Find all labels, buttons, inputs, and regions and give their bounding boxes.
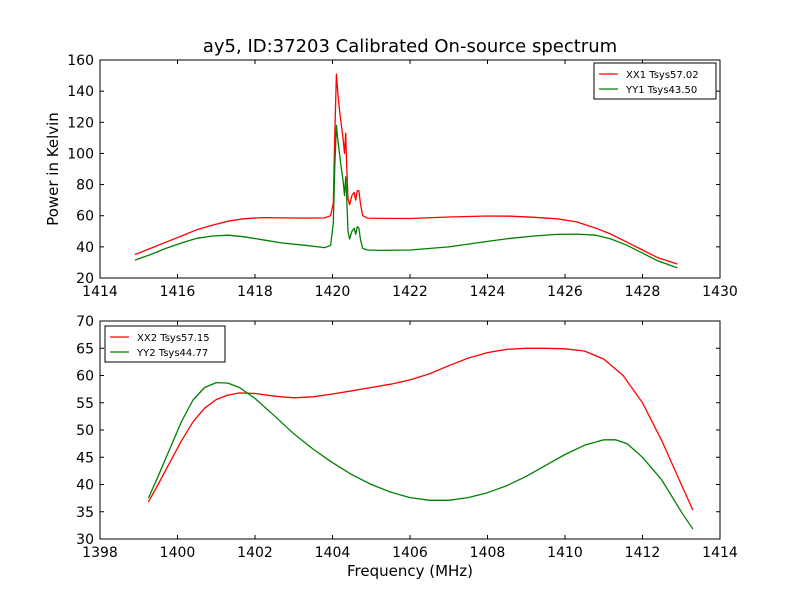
top-x-tick-label: 1426	[547, 284, 583, 300]
top-x-tick-label: 1414	[82, 284, 118, 300]
top-y-tick-label: 80	[76, 178, 94, 194]
bottom-y-tick-label: 60	[76, 369, 94, 385]
top-y-tick-label: 120	[67, 115, 94, 131]
bottom-x-tick-label: 1400	[160, 545, 196, 561]
top-legend: XX1 Tsys57.02 YY1 Tsys43.50	[593, 62, 717, 100]
bottom-plot-panel: 1398 1400 1402 1404 1406 1408 1410 1412 1414 30 35…	[76, 314, 738, 580]
top-y-axis-title: Power in Kelvin	[44, 112, 62, 226]
bottom-series-line-1	[147, 347, 694, 511]
top-y-tick-label: 160	[67, 53, 94, 69]
bottom-x-axis-title: Frequency (MHz)	[347, 562, 473, 580]
bottom-x-tick-label: 1414	[702, 545, 738, 561]
bottom-y-tick-label: 30	[76, 532, 94, 548]
bottom-x-tick-label: 1412	[625, 545, 661, 561]
bottom-y-tick-label: 35	[76, 505, 94, 521]
top-x-tick-label: 1422	[392, 284, 428, 300]
top-y-tick-label: 20	[76, 271, 94, 287]
bottom-legend-box	[104, 325, 226, 363]
top-y-tick-label: 40	[76, 240, 94, 256]
bottom-y-tick-label: 45	[76, 450, 94, 466]
top-x-tick-label: 1416	[160, 284, 196, 300]
top-y-tick-label: 140	[67, 84, 94, 100]
bottom-x-tick-label: 1398	[82, 545, 118, 561]
top-x-tick-label: 1430	[702, 284, 738, 300]
top-x-tick-label: 1424	[470, 284, 506, 300]
bottom-legend-label-1: XX2 Tsys57.15	[137, 333, 210, 344]
bottom-y-tick-label: 50	[76, 423, 94, 439]
bottom-y-tick-label: 40	[76, 478, 94, 494]
bottom-legend-label-2: YY2 Tsys44.77	[136, 348, 208, 359]
top-legend-box	[593, 62, 717, 100]
bottom-series-line-2	[147, 381, 694, 530]
top-series-line-1	[134, 73, 678, 265]
top-x-tick-label: 1428	[625, 284, 661, 300]
top-plot-panel: 1414 1416 1418 1420 1422 1424 1426 1428 1430 20 40…	[44, 53, 738, 300]
top-y-tick-label: 100	[67, 146, 94, 162]
bottom-x-tick-label: 1408	[470, 545, 506, 561]
bottom-y-tick-label: 55	[76, 396, 94, 412]
top-legend-label-2: YY1 Tsys43.50	[625, 85, 697, 96]
bottom-x-tick-label: 1402	[237, 545, 273, 561]
top-series-line-2	[134, 124, 678, 269]
top-x-tick-label: 1418	[237, 284, 273, 300]
top-legend-label-1: XX1 Tsys57.02	[626, 70, 699, 81]
top-y-tick-label: 60	[76, 209, 94, 225]
bottom-x-tick-label: 1410	[547, 545, 583, 561]
bottom-x-tick-label: 1404	[315, 545, 351, 561]
bottom-legend: XX2 Tsys57.15 YY2 Tsys44.77	[104, 325, 226, 363]
bottom-y-tick-label: 70	[76, 314, 94, 330]
bottom-x-tick-label: 1406	[392, 545, 428, 561]
figure-title: ay5, ID:37203 Calibrated On-source spect…	[203, 36, 617, 57]
bottom-y-tick-label: 65	[76, 341, 94, 357]
top-x-tick-label: 1420	[315, 284, 351, 300]
